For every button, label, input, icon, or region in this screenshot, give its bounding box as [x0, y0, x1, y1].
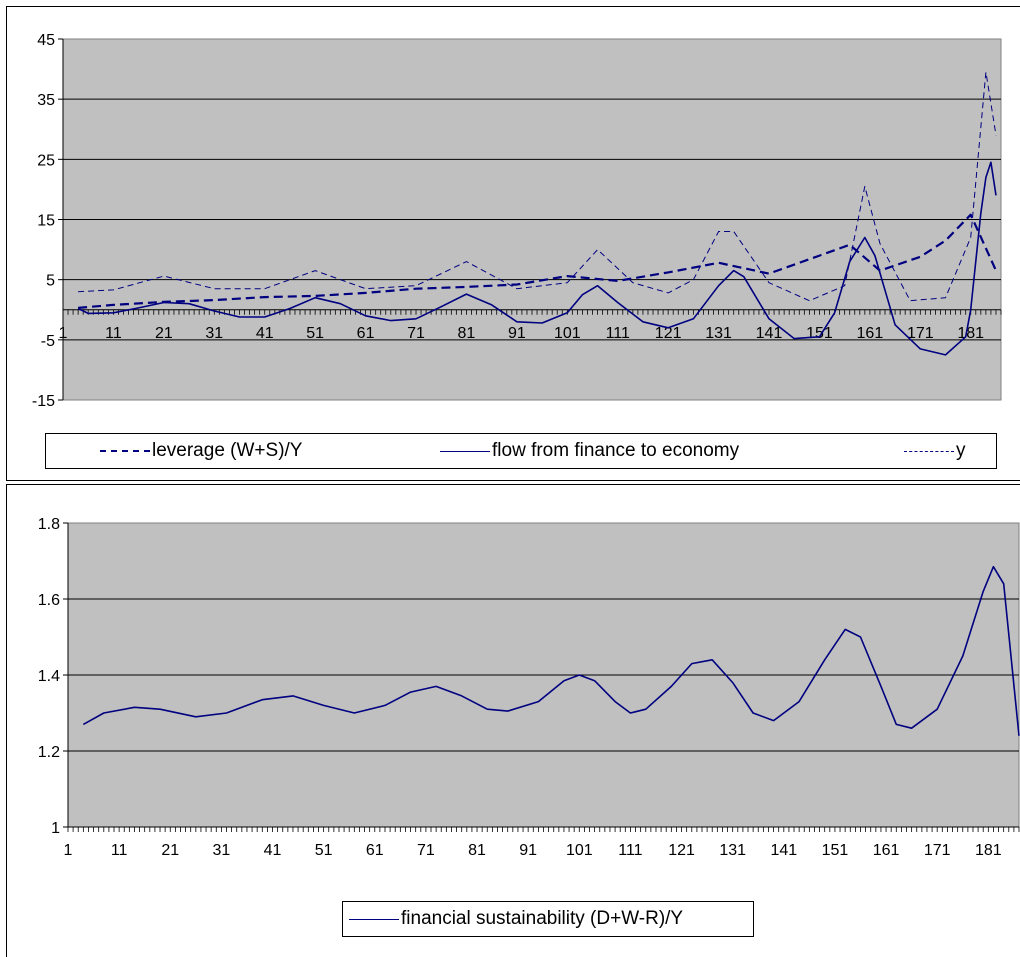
chart-2-x-tick-label: 151	[822, 842, 849, 859]
chart-2-x-tick-label: 11	[111, 842, 128, 859]
chart-1-y-tick-label: -15	[32, 393, 55, 410]
chart-1-x-tick-label: 21	[155, 325, 173, 342]
chart-2-x-tick-label: 21	[161, 842, 179, 859]
chart-1-container: -15 -5 5 15 25 35 45 1 11 21 31 41 51 61 71 81 91 101 111 1…	[6, 6, 1020, 481]
chart-2-svg: 11.21.41.61.81 11 21 31 41 51 61 71 81 91 101 111 12…	[38, 516, 1020, 859]
chart-1-x-tick-label: 181	[957, 325, 984, 342]
legend-item-financial-sustainability: financial sustainability (D+W-R)/Y	[349, 902, 683, 936]
chart-2-x-tick-label: 121	[668, 842, 695, 859]
chart-2-x-tick-label: 31	[212, 842, 230, 859]
legend-item-flow: flow from finance to economy	[440, 434, 739, 468]
chart-2-x-tick-label: 131	[719, 842, 746, 859]
legend-swatch-financial-sustainability	[349, 918, 399, 920]
chart-1-x-tick-label: 31	[205, 325, 223, 342]
chart-1-x-tick-label: 101	[554, 325, 581, 342]
legend-label-leverage: leverage (W+S)/Y	[152, 440, 303, 461]
chart-1-legend: leverage (W+S)/Y flow from finance to ec…	[45, 433, 997, 469]
chart-2-x-tick-label: 161	[873, 842, 900, 859]
chart-1-y-tick-label: -5	[41, 333, 55, 350]
chart-2-y-tick-label: 1.4	[38, 668, 60, 685]
chart-1-x-tick-label: 61	[357, 325, 375, 342]
chart-2-x-tick-label: 71	[417, 842, 435, 859]
chart-2-y-tick-label: 1.2	[38, 744, 60, 761]
chart-1-x-tick-label: 171	[907, 325, 934, 342]
chart-2-container: 1 1.2 1.4 1.6 1.8 1 11 21 31 41 51 61 71 81 91 101 111 12…	[6, 484, 1020, 957]
legend-item-leverage: leverage (W+S)/Y	[100, 434, 302, 468]
chart-2-x-tick-label: 141	[770, 842, 797, 859]
chart-2-x-tick-label: 91	[519, 842, 537, 859]
chart-1-series-line-2	[78, 71, 997, 302]
chart-1-x-tick-label: 141	[756, 325, 783, 342]
chart-2-x-tick-label: 61	[366, 842, 384, 859]
legend-swatch-y	[904, 450, 954, 452]
chart-2-x-tick-label: 101	[566, 842, 593, 859]
legend-label-y: y	[956, 440, 966, 461]
chart-2-x-tick-label: 41	[264, 842, 282, 859]
legend-label-flow: flow from finance to economy	[492, 440, 740, 461]
chart-2-x-tick-label: 111	[618, 842, 642, 859]
chart-1-x-tick-label: 91	[508, 325, 526, 342]
chart-1-x-tick-label: 111	[606, 325, 630, 342]
chart-2-x-tick-label: 171	[924, 842, 951, 859]
chart-1-x-tick-label: 161	[857, 325, 884, 342]
chart-1-x-tick-label: 151	[806, 325, 833, 342]
chart-1-x-tick-label: 51	[306, 325, 324, 342]
chart-1-series-line-1	[77, 161, 997, 356]
chart-1-x-tick-label: 41	[256, 325, 274, 342]
chart-2-y-tick-label: 1.8	[38, 516, 60, 533]
chart-2-x-tick-label: 51	[315, 842, 333, 859]
chart-2-x-tick-label: 181	[975, 842, 1002, 859]
chart-1-x-tick-label: 121	[655, 325, 682, 342]
legend-label-financial-sustainability: financial sustainability (D+W-R)/Y	[401, 908, 684, 929]
chart-2-x-tick-label: 1	[64, 842, 73, 859]
chart-2-legend: financial sustainability (D+W-R)/Y	[342, 901, 754, 937]
chart-1-x-tick-label: 1	[59, 325, 68, 342]
legend-item-y: y	[904, 434, 966, 468]
chart-2-y-tick-label: 1	[51, 820, 60, 837]
chart-1-x-tick-label: 71	[407, 325, 425, 342]
chart-2-x-tick-label: 81	[468, 842, 486, 859]
chart-1-y-tick-label: 35	[37, 92, 55, 109]
chart-1-y-tick-label: 5	[46, 273, 55, 290]
chart-2-y-tick-label: 1.6	[38, 592, 60, 609]
chart-1-x-tick-label: 131	[705, 325, 732, 342]
legend-swatch-leverage	[100, 450, 150, 452]
chart-2-series-line-0	[82, 565, 1020, 736]
legend-swatch-flow	[440, 450, 490, 452]
chart-1-y-tick-label: 25	[37, 152, 55, 169]
chart-1-x-tick-label: 81	[458, 325, 476, 342]
chart-1-y-tick-label: 15	[37, 213, 55, 230]
chart-1-series-line-0	[78, 213, 998, 309]
chart-1-x-tick-label: 11	[105, 325, 122, 342]
chart-1-y-tick-label: 45	[37, 32, 55, 49]
